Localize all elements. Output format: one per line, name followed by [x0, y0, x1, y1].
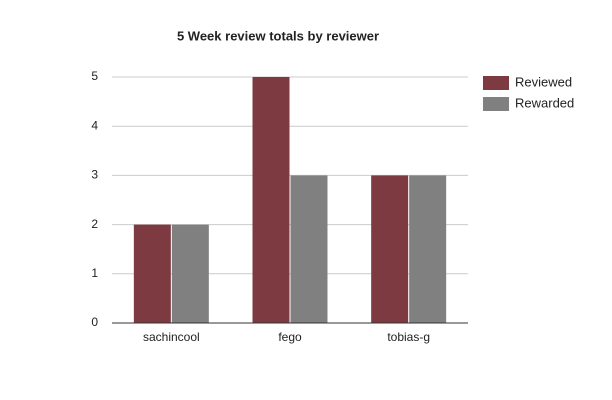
x-tick-label: tobias-g	[387, 330, 430, 344]
chart-title: 5 Week review totals by reviewer	[177, 28, 379, 43]
y-tick-label: 3	[91, 168, 98, 182]
legend-swatch	[483, 76, 509, 90]
y-tick-label: 5	[91, 69, 98, 83]
legend-label: Rewarded	[515, 95, 574, 110]
bar	[371, 175, 409, 323]
y-tick-label: 4	[91, 118, 98, 132]
x-tick-label: sachincool	[143, 330, 200, 344]
y-tick-label: 1	[91, 266, 98, 280]
legend-label: Reviewed	[515, 74, 572, 89]
bar	[171, 224, 209, 323]
legend-swatch	[483, 97, 509, 111]
x-tick-label: fego	[278, 330, 302, 344]
bar	[252, 77, 290, 323]
bar	[133, 224, 171, 323]
bar	[290, 175, 328, 323]
y-tick-label: 0	[91, 315, 98, 329]
bar	[409, 175, 447, 323]
y-tick-label: 2	[91, 217, 98, 231]
